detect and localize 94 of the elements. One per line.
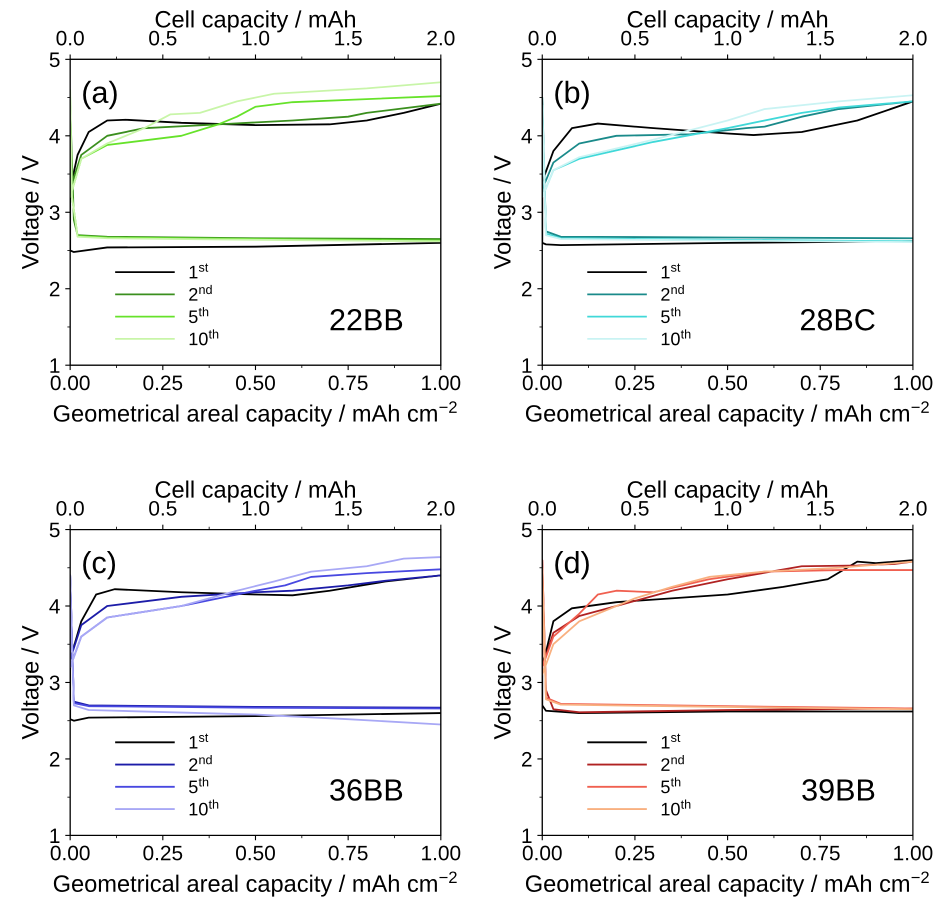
x2-tick-label: 1.0 bbox=[714, 30, 742, 46]
y-tick-label: 2 bbox=[50, 752, 60, 766]
y-tick-label: 2 bbox=[522, 282, 532, 296]
y-tick-label: 3 bbox=[50, 205, 60, 220]
legend-label: 2$^{nd}$ bbox=[661, 755, 684, 771]
legend-label: 1$^{st}$ bbox=[662, 263, 680, 278]
y-tick-label: 3 bbox=[522, 205, 532, 220]
annotation: (d) bbox=[555, 550, 589, 580]
x-tick-label: 0.00 bbox=[50, 846, 90, 860]
x2-tick-label: 2.0 bbox=[899, 500, 927, 516]
annotation: 22BB bbox=[330, 308, 402, 330]
x2-tick-label: 0.5 bbox=[621, 30, 649, 46]
y-tick-label: 5 bbox=[50, 52, 60, 68]
x-tick-label: 1.00 bbox=[422, 375, 460, 390]
x-tick-label: 1.00 bbox=[894, 846, 932, 860]
y-tick-label: 4 bbox=[49, 129, 60, 144]
x2-tick-label: 0.0 bbox=[528, 500, 556, 516]
x-tick-label: 0.75 bbox=[800, 375, 840, 390]
x2-tick-label: 0.5 bbox=[149, 30, 176, 46]
y-tick-label: 4 bbox=[521, 129, 532, 144]
y-tick-label: 5 bbox=[522, 52, 532, 68]
x-tick-label: 0.00 bbox=[522, 846, 562, 860]
legend-label: 10$^{th}$ bbox=[662, 329, 690, 346]
y-tick-label: 5 bbox=[522, 522, 532, 538]
x-tick-label: 0.25 bbox=[615, 846, 654, 860]
x2-tick-label: 0.5 bbox=[149, 500, 176, 516]
x2-tick-label: 0.0 bbox=[528, 30, 556, 46]
x-tick-label: 0.00 bbox=[522, 375, 562, 390]
y-tick-label: 1 bbox=[522, 358, 532, 373]
x2-tick-label: 1.5 bbox=[807, 30, 834, 46]
legend-label: 2$^{nd}$ bbox=[189, 755, 212, 771]
annotation: (b) bbox=[555, 80, 589, 110]
x2-tick-label: 1.0 bbox=[242, 30, 270, 46]
x-tick-label: 0.50 bbox=[708, 375, 748, 390]
x-tick-label: 0.25 bbox=[143, 375, 182, 390]
y-axis-title: Voltage / V bbox=[21, 625, 44, 740]
legend-label: 10$^{th}$ bbox=[190, 329, 218, 346]
legend-label: 2$^{nd}$ bbox=[189, 284, 212, 301]
y-tick-label: 2 bbox=[522, 752, 532, 766]
legend-label: 5$^{th}$ bbox=[661, 777, 680, 794]
legend-label: 2$^{nd}$ bbox=[661, 284, 684, 301]
legend-label: 10$^{th}$ bbox=[662, 800, 690, 816]
x-tick-label: 0.00 bbox=[50, 375, 90, 390]
y-axis-title: Voltage / V bbox=[493, 625, 516, 740]
x-tick-label: 1.00 bbox=[422, 846, 460, 860]
x2-tick-label: 0.0 bbox=[56, 500, 84, 516]
x-tick-label: 0.50 bbox=[236, 375, 275, 390]
y-tick-label: 5 bbox=[50, 522, 60, 538]
x-tick-label: 0.75 bbox=[328, 846, 368, 860]
x-tick-label: 0.50 bbox=[236, 846, 275, 860]
x-tick-label: 1.00 bbox=[894, 375, 932, 390]
x-tick-label: 0.25 bbox=[615, 375, 654, 390]
annotation: (c) bbox=[83, 550, 116, 580]
legend-label: 5$^{th}$ bbox=[189, 307, 208, 324]
y-tick-label: 1 bbox=[522, 828, 532, 843]
y-axis-title: Voltage / V bbox=[21, 155, 44, 270]
legend-label: 10$^{th}$ bbox=[190, 800, 218, 816]
y-tick-label: 1 bbox=[50, 828, 60, 843]
x2-tick-label: 2.0 bbox=[427, 500, 454, 516]
legend-label: 5$^{th}$ bbox=[189, 777, 208, 794]
x2-axis-title: Cell capacity / mAh bbox=[156, 10, 355, 32]
annotation: (a) bbox=[83, 80, 117, 110]
x-axis-title: Geometrical areal capacity / mAh cm$^{−2}$ bbox=[54, 401, 457, 426]
y-tick-label: 3 bbox=[522, 675, 532, 690]
y-axis-title: Voltage / V bbox=[493, 155, 516, 270]
x2-tick-label: 0.5 bbox=[621, 500, 649, 516]
x-tick-label: 0.50 bbox=[708, 846, 748, 860]
x2-tick-label: 1.5 bbox=[335, 501, 362, 516]
x-tick-label: 0.75 bbox=[800, 846, 840, 860]
annotation: 36BB bbox=[330, 779, 402, 801]
y-tick-label: 3 bbox=[50, 675, 60, 690]
x-axis-title: Geometrical areal capacity / mAh cm$^{−2}$ bbox=[526, 871, 929, 897]
y-tick-label: 1 bbox=[50, 358, 60, 373]
x2-tick-label: 1.0 bbox=[242, 500, 270, 516]
legend-label: 5$^{th}$ bbox=[661, 307, 680, 324]
annotation: 39BB bbox=[802, 779, 874, 801]
legend-label: 1$^{st}$ bbox=[662, 734, 680, 749]
x2-tick-label: 2.0 bbox=[427, 30, 454, 46]
y-tick-label: 2 bbox=[50, 282, 60, 296]
legend-label: 1$^{st}$ bbox=[190, 734, 208, 749]
legend-label: 1$^{st}$ bbox=[190, 263, 208, 278]
x2-tick-label: 1.0 bbox=[714, 500, 742, 516]
x-axis-title: Geometrical areal capacity / mAh cm$^{−2}$ bbox=[54, 871, 457, 897]
x-axis-title: Geometrical areal capacity / mAh cm$^{−2}$ bbox=[526, 401, 929, 426]
y-tick-label: 4 bbox=[49, 599, 60, 614]
annotation: 28BC bbox=[800, 308, 875, 331]
x-tick-label: 0.75 bbox=[328, 375, 368, 390]
x2-axis-title: Cell capacity / mAh bbox=[628, 10, 828, 32]
x-tick-label: 0.25 bbox=[143, 846, 182, 860]
x2-tick-label: 1.5 bbox=[335, 30, 362, 46]
x2-tick-label: 0.0 bbox=[56, 30, 84, 46]
x2-tick-label: 2.0 bbox=[899, 30, 927, 46]
y-tick-label: 4 bbox=[521, 599, 532, 614]
x2-tick-label: 1.5 bbox=[807, 501, 834, 516]
